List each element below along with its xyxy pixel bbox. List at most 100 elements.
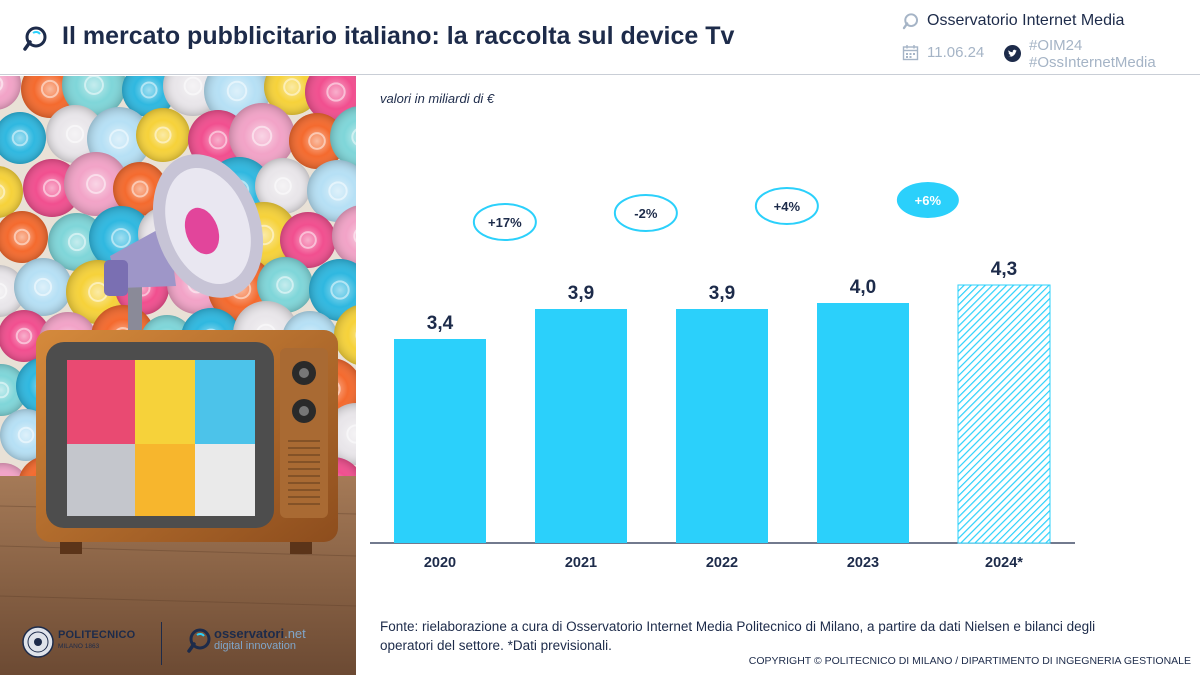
fabric-roll-shade xyxy=(334,305,356,365)
fabric-roll-core xyxy=(326,82,346,102)
fabric-roll-shade xyxy=(330,106,356,168)
fabric-roll-core xyxy=(351,128,356,146)
politecnico-sub: MILANO 1863 xyxy=(58,643,100,650)
bar xyxy=(676,309,768,543)
fabric-roll-shade xyxy=(332,205,356,267)
forecast-bar xyxy=(957,284,1051,544)
page-title: Il mercato pubblicitario italiano: la ra… xyxy=(62,22,735,50)
megaphone xyxy=(104,154,264,336)
bar-value-label: 3,4 xyxy=(427,313,454,334)
fabric-roll-shade xyxy=(14,258,72,316)
osservatori-name-main: osservatori xyxy=(214,626,285,641)
fabric-roll-core xyxy=(0,381,10,399)
unit-note: valori in miliardi di € xyxy=(380,91,495,106)
fabric-roll-shade xyxy=(309,259,356,321)
fabric-roll-shade xyxy=(136,108,190,162)
fabric-roll-core xyxy=(42,178,62,198)
fabric-roll-core xyxy=(86,174,106,194)
fabric-roll-shade xyxy=(0,211,48,263)
twitter-icon xyxy=(1004,45,1021,62)
bar-value-label: 3,9 xyxy=(709,283,735,304)
fabric-roll-core xyxy=(11,129,29,147)
x-tick-label: 2021 xyxy=(565,555,597,571)
growth-bubble xyxy=(613,194,678,232)
bar-value-label: 4,3 xyxy=(991,259,1017,280)
calendar-icon xyxy=(902,45,919,61)
growth-bubble xyxy=(472,203,537,241)
x-tick-label: 2020 xyxy=(424,555,456,571)
fabric-roll-core xyxy=(183,76,203,96)
politecnico-seal-icon xyxy=(22,626,54,658)
growth-label: +6% xyxy=(915,193,942,208)
fabric-roll-shade xyxy=(122,76,176,117)
magnifier-logo-icon xyxy=(902,12,919,29)
fabric-roll-shade xyxy=(0,112,46,164)
photo-illustration xyxy=(0,76,356,675)
fabric-roll-core xyxy=(65,124,85,144)
x-tick-label: 2022 xyxy=(706,555,738,571)
fabric-roll-core xyxy=(353,229,356,243)
fabric-roll-core xyxy=(308,132,326,150)
logo-divider xyxy=(161,622,162,665)
osservatori-name: osservatori.net xyxy=(214,626,306,641)
header: Il mercato pubblicitario italiano: la ra… xyxy=(0,0,1200,75)
fabric-roll-shade xyxy=(0,76,21,110)
fabric-roll-core xyxy=(17,426,35,444)
x-tick-label: 2023 xyxy=(847,555,879,571)
fabric-roll-core xyxy=(109,129,129,149)
fabric-roll-shade xyxy=(289,113,345,169)
brand-name: Osservatorio Internet Media xyxy=(927,12,1125,29)
bar-chart: 3,4 2020 3,9 2021 3,9 2022 4,0 2023 4,3 2024* +17%… xyxy=(370,182,1075,571)
fabric-roll-shade xyxy=(229,103,295,169)
osservatori-name-suffix: .net xyxy=(284,626,306,641)
fabric-roll-core xyxy=(67,232,87,252)
x-tick-label: 2024* xyxy=(985,555,1023,571)
growth-bubble xyxy=(896,182,959,218)
growth-bubble xyxy=(754,187,819,225)
fabric-roll-core xyxy=(111,228,131,248)
brand: Osservatorio Internet Media xyxy=(902,12,1124,30)
magnifier-logo-icon xyxy=(23,26,47,51)
fabric-roll-core xyxy=(251,125,273,147)
osservatori-sub: digital innovation xyxy=(214,640,296,652)
fabric-roll-core xyxy=(346,424,356,444)
retro-tv xyxy=(36,330,338,554)
bar-value-label: 4,0 xyxy=(850,277,876,298)
hashtag-ossinternetmedia: #OssInternetMedia xyxy=(1029,54,1156,71)
fabric-roll-core xyxy=(330,280,350,300)
fabric-roll-core xyxy=(140,81,158,99)
fabric-roll-core xyxy=(226,80,248,102)
fabric-roll-core xyxy=(13,228,31,246)
fabric-roll-core xyxy=(208,130,228,150)
fabric-roll-shade xyxy=(255,158,311,214)
fabric-roll-shade xyxy=(280,212,336,268)
growth-label: +4% xyxy=(774,199,801,214)
fabric-roll-shade xyxy=(64,152,128,216)
social-hashtags: #OIM24 #OssInternetMedia xyxy=(1004,37,1156,71)
retro-tv-megaphone-photo xyxy=(0,76,356,675)
fabric-roll-core xyxy=(154,126,172,144)
event-date: 11.06.24 xyxy=(902,44,984,61)
source-note: Fonte: rielaborazione a cura di Osservat… xyxy=(380,619,1096,653)
fabric-roll-core xyxy=(40,79,60,99)
fabric-roll-core xyxy=(33,277,53,297)
fabric-roll-core xyxy=(15,327,33,345)
fabric-roll-core xyxy=(274,177,292,195)
politecnico-name: POLITECNICO xyxy=(58,629,136,641)
bar xyxy=(535,309,627,543)
hashtag-oim24: #OIM24 xyxy=(1029,37,1083,54)
osservatori-magnifier-icon xyxy=(187,628,211,653)
bar-value-label: 3,9 xyxy=(568,283,594,304)
fabric-roll-core xyxy=(131,180,149,198)
fabric-roll-core xyxy=(299,231,317,249)
growth-label: +17% xyxy=(488,215,522,230)
growth-label: -2% xyxy=(634,206,658,221)
fabric-roll-shade xyxy=(257,257,313,313)
fabric-roll-core xyxy=(0,77,4,91)
fabric-roll-shade xyxy=(307,160,356,222)
fabric-roll-core xyxy=(84,76,104,95)
fabric-roll-core xyxy=(276,276,294,294)
copyright: COPYRIGHT © POLITECNICO DI MILANO / DIPA… xyxy=(748,655,1191,667)
date-text: 11.06.24 xyxy=(927,44,985,61)
bar xyxy=(817,303,909,543)
